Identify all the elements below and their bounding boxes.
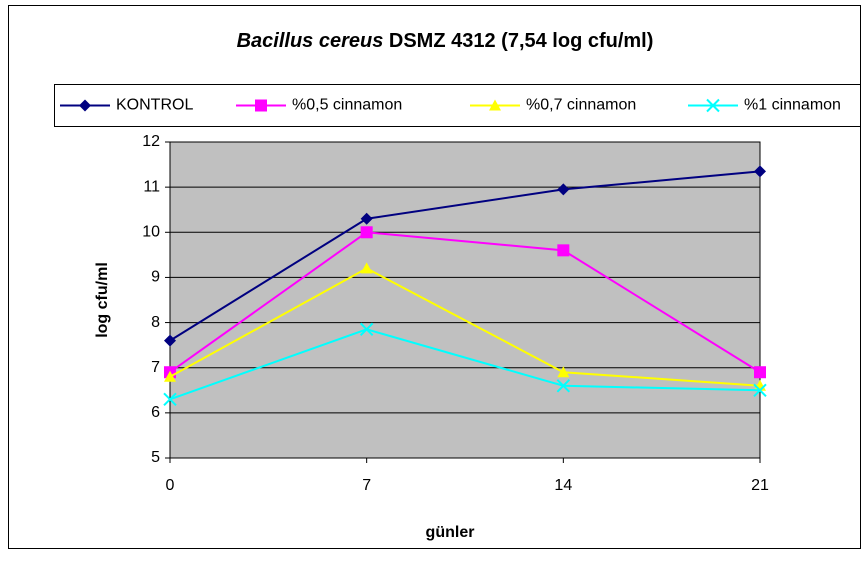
marker xyxy=(164,370,176,382)
y-tick-label: 6 xyxy=(151,404,160,421)
legend-label: %0,5 cinnamon xyxy=(292,97,402,114)
x-tick-label: 21 xyxy=(751,477,769,494)
marker xyxy=(164,334,176,347)
marker xyxy=(163,392,177,407)
legend-marker xyxy=(489,99,501,111)
x-tick-label: 0 xyxy=(166,477,175,494)
y-tick-label: 12 xyxy=(142,133,160,150)
series-line xyxy=(169,267,761,387)
plot-area xyxy=(170,142,760,458)
marker xyxy=(753,383,767,397)
legend-marker xyxy=(255,99,267,112)
chart-title: Bacillus cereus DSMZ 4312 (7,54 log cfu/… xyxy=(237,30,654,52)
y-axis-label: log cfu/ml xyxy=(94,262,111,338)
marker xyxy=(360,212,373,225)
marker xyxy=(754,366,766,379)
legend-marker xyxy=(79,99,91,112)
series-line xyxy=(169,231,761,374)
x-tick-label: 14 xyxy=(554,477,572,494)
x-axis-label: günler xyxy=(426,524,475,541)
y-tick-label: 9 xyxy=(151,269,160,286)
y-tick-label: 11 xyxy=(143,178,160,195)
series-line xyxy=(169,328,761,401)
legend-label: KONTROL xyxy=(116,97,193,114)
marker xyxy=(556,379,571,393)
title-bold: DSMZ 4312 (7,54 log cfu/ml) xyxy=(389,30,654,52)
y-tick-label: 7 xyxy=(151,359,160,376)
series-line xyxy=(169,170,761,342)
marker xyxy=(557,366,570,378)
x-tick-label: 7 xyxy=(362,477,371,494)
plot-border xyxy=(169,141,761,459)
legend-label: %0,7 cinnamon xyxy=(526,97,636,114)
legend-marker xyxy=(706,98,720,113)
marker xyxy=(557,244,570,257)
y-tick-label: 5 xyxy=(151,449,160,466)
marker xyxy=(359,322,374,337)
y-tick-label: 8 xyxy=(151,314,160,331)
legend-label: %1 cinnamon xyxy=(744,97,841,114)
y-tick-label: 10 xyxy=(142,224,160,241)
marker xyxy=(754,165,766,178)
title-italic: Bacillus cereus xyxy=(237,30,384,52)
marker xyxy=(360,262,373,274)
marker xyxy=(557,183,570,196)
marker xyxy=(360,226,373,239)
